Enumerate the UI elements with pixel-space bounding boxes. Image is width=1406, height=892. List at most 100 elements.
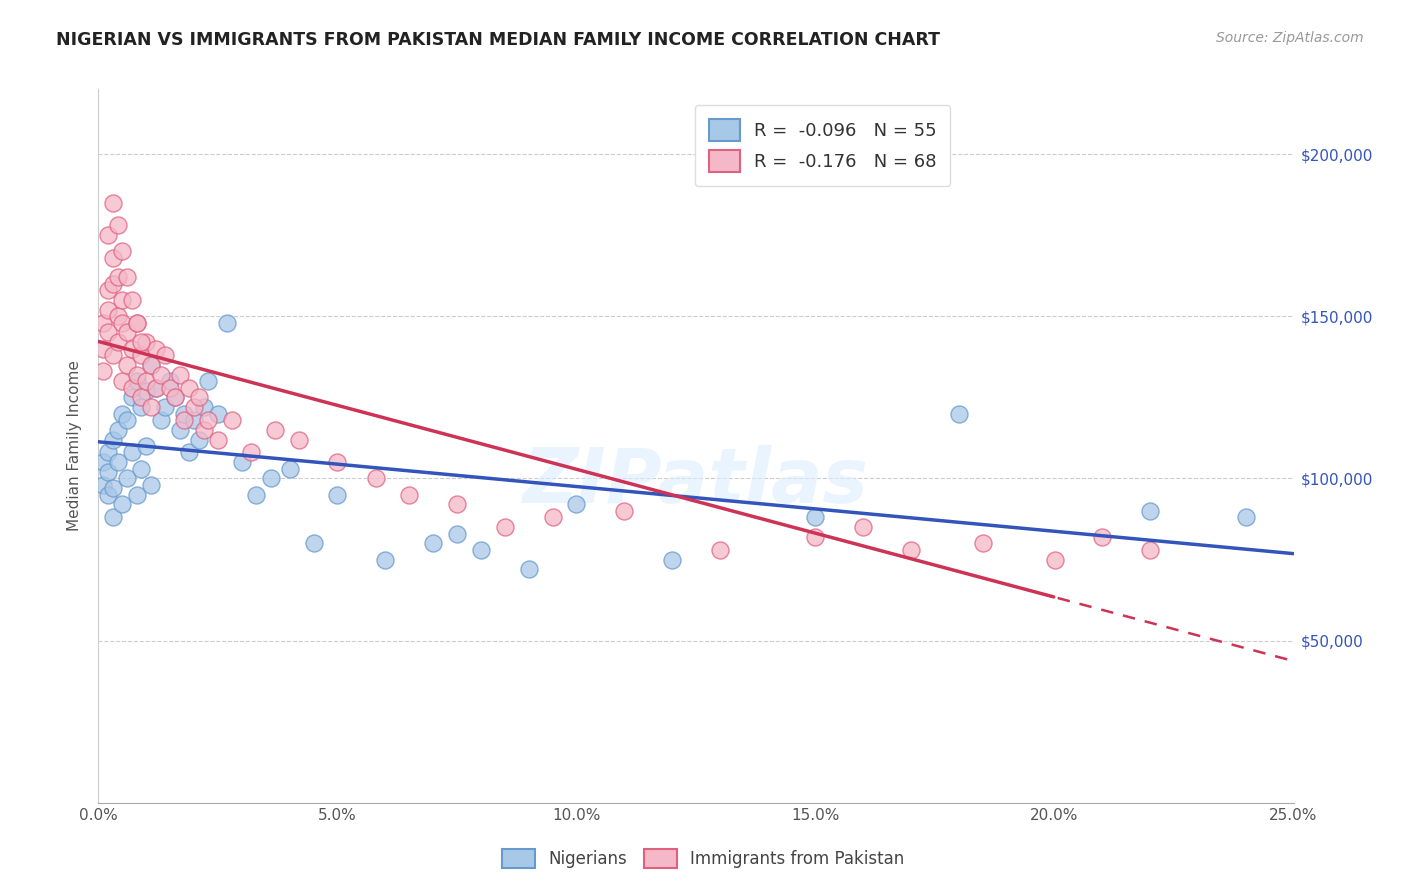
Text: ZIPatlas: ZIPatlas [523,445,869,518]
Point [107,455,129,469]
Point [197,374,219,388]
Point [183,413,205,427]
Point [364,471,387,485]
Point [221,413,243,427]
Point [240,445,263,459]
Point [155,400,177,414]
Point [145,342,167,356]
Point [197,413,219,427]
Point [1139,504,1161,518]
Point [804,510,827,524]
Point [193,400,215,414]
Point [446,526,468,541]
Point [217,316,239,330]
Point [91,316,114,330]
Point [111,374,134,388]
Point [145,381,167,395]
Point [374,552,396,566]
Point [145,381,167,395]
Point [91,478,114,492]
Point [207,407,229,421]
Point [398,488,420,502]
Point [125,368,148,382]
Point [101,433,124,447]
Point [111,244,134,259]
Point [804,530,827,544]
Point [139,358,162,372]
Point [121,381,143,395]
Point [97,283,120,297]
Point [187,433,209,447]
Point [97,228,120,243]
Point [149,368,172,382]
Y-axis label: Median Family Income: Median Family Income [67,360,83,532]
Point [107,310,129,324]
Point [1139,542,1161,557]
Point [135,335,157,350]
Point [326,455,349,469]
Point [111,497,134,511]
Point [565,497,588,511]
Point [613,504,636,518]
Point [139,358,162,372]
Point [101,348,124,362]
Point [107,335,129,350]
Point [149,413,172,427]
Point [97,302,120,317]
Legend: R =  -0.096   N = 55, R =  -0.176   N = 68: R = -0.096 N = 55, R = -0.176 N = 68 [695,105,950,186]
Point [91,364,114,378]
Point [111,293,134,307]
Point [173,407,195,421]
Point [169,368,191,382]
Point [111,407,134,421]
Point [139,400,162,414]
Point [115,413,138,427]
Point [115,358,138,372]
Point [101,510,124,524]
Point [107,270,129,285]
Point [302,536,325,550]
Point [139,478,162,492]
Point [661,552,683,566]
Point [159,381,181,395]
Point [972,536,994,550]
Point [91,455,114,469]
Point [101,481,124,495]
Point [852,520,875,534]
Point [264,423,287,437]
Point [107,219,129,233]
Point [173,413,195,427]
Point [422,536,444,550]
Point [169,423,191,437]
Point [207,433,229,447]
Legend: Nigerians, Immigrants from Pakistan: Nigerians, Immigrants from Pakistan [495,842,911,875]
Point [131,348,153,362]
Point [131,461,153,475]
Point [121,293,143,307]
Point [131,390,153,404]
Text: Source: ZipAtlas.com: Source: ZipAtlas.com [1216,31,1364,45]
Point [470,542,492,557]
Point [101,251,124,265]
Point [278,461,301,475]
Point [709,542,731,557]
Point [125,316,148,330]
Point [115,270,138,285]
Point [97,465,120,479]
Point [101,277,124,291]
Point [179,381,201,395]
Point [326,488,349,502]
Point [121,390,143,404]
Point [131,335,153,350]
Point [193,423,215,437]
Point [107,423,129,437]
Point [231,455,253,469]
Point [121,445,143,459]
Point [159,374,181,388]
Point [494,520,516,534]
Text: NIGERIAN VS IMMIGRANTS FROM PAKISTAN MEDIAN FAMILY INCOME CORRELATION CHART: NIGERIAN VS IMMIGRANTS FROM PAKISTAN MED… [56,31,941,49]
Point [948,407,970,421]
Point [125,374,148,388]
Point [259,471,281,485]
Point [541,510,564,524]
